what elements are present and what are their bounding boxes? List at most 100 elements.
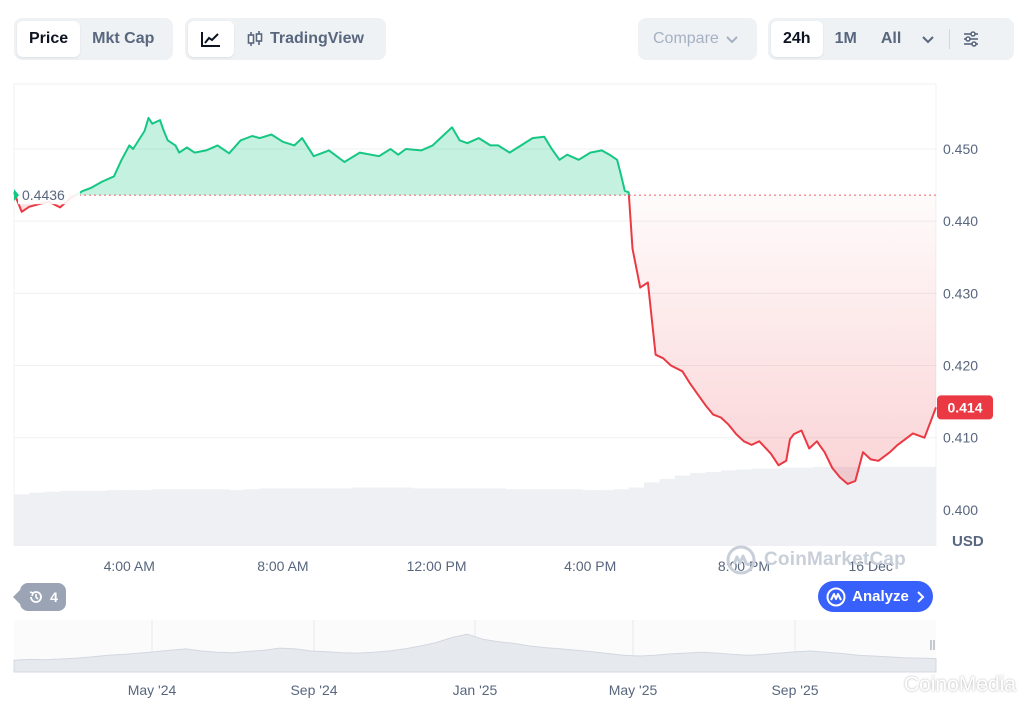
time-range-selector: 24h 1M All	[768, 18, 1014, 60]
volume-bar	[490, 488, 507, 546]
current-price-label: 0.414	[947, 399, 982, 415]
volume-bar	[567, 489, 583, 546]
analyze-icon	[826, 587, 846, 606]
volume-bar	[613, 489, 630, 546]
price-tab[interactable]: Price	[17, 21, 81, 57]
volume-bar	[751, 468, 768, 546]
volume-bar	[413, 488, 430, 546]
tradingview-button[interactable]: TradingView	[234, 21, 376, 57]
volume-bar	[367, 487, 384, 546]
volume-bar	[505, 489, 522, 546]
compare-button[interactable]: Compare	[641, 21, 751, 57]
price-mktcap-toggle: Price Mkt Cap	[14, 18, 173, 60]
volume-bar	[628, 487, 645, 546]
volume-bar	[459, 488, 476, 546]
range-24h-button[interactable]: 24h	[771, 21, 823, 57]
media-watermark: CoinoMedia	[872, 673, 1016, 697]
chevron-down-icon	[726, 36, 738, 44]
price-line-up	[74, 116, 630, 197]
volume-bar	[428, 488, 445, 546]
volume-bar	[213, 489, 230, 546]
baseline-label-bg	[18, 184, 80, 205]
navigator-svg[interactable]: May '24 Sep '24 Jan '25 May '25 Sep '25	[0, 618, 1024, 707]
x-tick-label: 4:00 AM	[104, 558, 155, 574]
currency-label: USD	[952, 533, 984, 550]
volume-bar	[782, 467, 799, 546]
toolbar-divider	[949, 29, 951, 49]
y-tick-label: 0.450	[943, 141, 978, 157]
volume-bar	[920, 466, 937, 546]
sliders-icon	[964, 31, 979, 47]
range-more-button[interactable]	[913, 21, 943, 57]
navigator-area	[13, 633, 937, 673]
volume-bar	[229, 490, 245, 546]
y-tick-label: 0.430	[943, 285, 978, 301]
volume-bar	[874, 466, 891, 546]
volume-bar	[813, 466, 829, 546]
volume-bar	[475, 488, 491, 546]
history-count: 4	[50, 589, 58, 605]
volume-bar	[167, 489, 184, 546]
volume-bar	[29, 492, 46, 546]
volume-bar	[582, 490, 599, 546]
chevron-right-icon	[917, 590, 925, 603]
area-below-baseline	[628, 195, 936, 484]
baseline-marker	[14, 189, 19, 202]
volume-bar	[889, 466, 906, 546]
x-tick-label: 8:00 AM	[257, 558, 308, 574]
price-chart-svg[interactable]: 0.4436 0.414 0.400 0.410 0.420 0.430 0.440 0.4…	[0, 80, 1024, 580]
navigator-tick-label: Jan '25	[453, 682, 498, 698]
line-chart-icon	[201, 32, 220, 47]
navigator-tick-label: Sep '24	[290, 682, 337, 698]
volume-bar	[720, 470, 737, 546]
chart-toolbar: Price Mkt Cap TradingView Compare	[14, 18, 1014, 60]
volume-bar	[136, 490, 153, 546]
compare-dropdown[interactable]: Compare	[638, 18, 757, 60]
tradingview-label: TradingView	[270, 30, 364, 47]
mktcap-tab[interactable]: Mkt Cap	[92, 30, 155, 47]
media-watermark-text: CoinoMedia	[903, 673, 1016, 696]
volume-bar	[336, 488, 353, 546]
area-above-baseline	[75, 117, 629, 196]
chart-settings-button[interactable]	[956, 21, 986, 57]
current-price-tag	[937, 395, 993, 420]
volume-bar	[121, 490, 138, 546]
range-navigator[interactable]: May '24 Sep '24 Jan '25 May '25 Sep '25	[0, 618, 1024, 707]
volume-bar	[198, 489, 215, 546]
range-all-button[interactable]: All	[880, 30, 902, 47]
chevron-down-icon	[922, 36, 934, 44]
y-tick-label: 0.400	[943, 502, 978, 518]
volume-bar	[859, 466, 875, 546]
analyze-label: Analyze	[852, 588, 909, 605]
compare-label: Compare	[653, 30, 719, 47]
volume-bar	[905, 466, 922, 546]
y-tick-label: 0.440	[943, 213, 978, 229]
line-chart-button[interactable]	[188, 21, 234, 57]
volume-bar	[690, 472, 706, 546]
y-tick-label: 0.420	[943, 358, 978, 374]
range-1m-button[interactable]: 1M	[834, 30, 857, 47]
volume-bar	[152, 489, 169, 546]
volume-bar	[106, 490, 122, 546]
volume-bar	[290, 488, 307, 546]
navigator-tick-label: May '24	[128, 682, 177, 698]
x-tick-label: 12:00 PM	[407, 558, 467, 574]
volume-bar	[244, 489, 261, 546]
volume-bar	[259, 488, 276, 546]
volume-bar	[797, 467, 814, 546]
coinmarketcap-logo-icon	[726, 545, 756, 575]
price-chart[interactable]: 0.4436 0.414 0.400 0.410 0.420 0.430 0.440 0.4…	[0, 80, 1024, 580]
volume-bar	[90, 490, 107, 546]
volume-bar	[444, 488, 461, 546]
volume-bar	[183, 489, 199, 546]
navigator-tick-label: May '25	[609, 682, 658, 698]
volume-bar	[60, 490, 76, 546]
volume-bar	[536, 489, 553, 546]
analyze-button[interactable]: Analyze	[818, 581, 933, 612]
volume-bar	[75, 490, 92, 546]
volume-bar	[644, 482, 660, 546]
volume-bar	[275, 488, 291, 546]
volume-bar	[521, 489, 537, 546]
history-badge[interactable]: 4	[13, 583, 66, 611]
volume-bar	[352, 487, 368, 546]
